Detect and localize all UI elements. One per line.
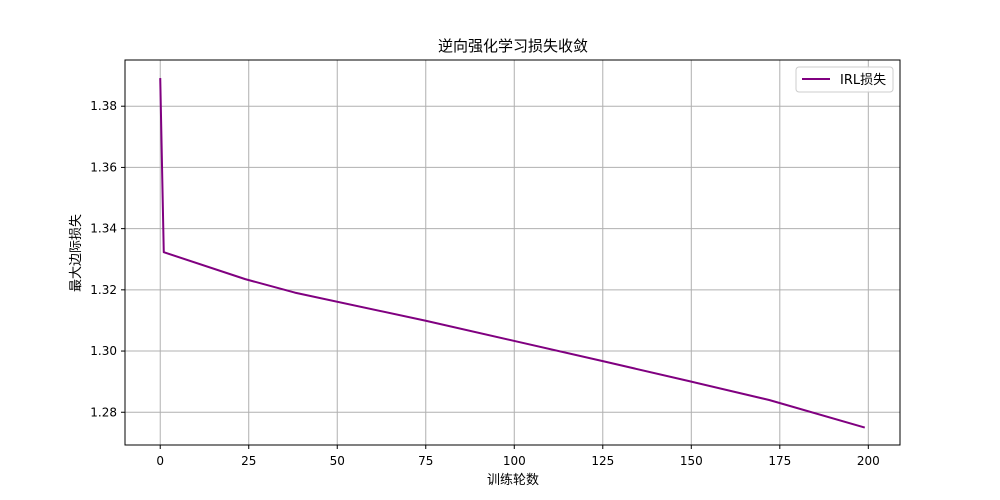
legend-box bbox=[795, 66, 894, 93]
x-axis-label: 训练轮数 bbox=[487, 473, 539, 488]
y-axis-label: 最大边际损失 bbox=[69, 214, 84, 292]
legend-label: IRL损失 bbox=[840, 73, 886, 88]
series-line bbox=[159, 78, 866, 429]
y-axis: 1.28 1.30 1.32 1.34 1.36 1.38 bbox=[90, 99, 125, 419]
x-tick-label: 0 bbox=[156, 454, 164, 468]
grid bbox=[125, 60, 900, 445]
x-tick-label: 175 bbox=[768, 454, 791, 468]
x-tick-label: 100 bbox=[503, 454, 526, 468]
y-tick-label: 1.32 bbox=[90, 283, 117, 297]
x-axis: 0 25 50 75 100 125 150 175 200 bbox=[156, 445, 880, 468]
x-tick-label: 125 bbox=[591, 454, 614, 468]
x-tick-label: 200 bbox=[857, 454, 880, 468]
x-tick-label: 150 bbox=[680, 454, 703, 468]
x-tick-label: 50 bbox=[330, 454, 345, 468]
chart-title: 逆向强化学习损失收敛 bbox=[438, 37, 588, 55]
y-tick-label: 1.38 bbox=[90, 99, 117, 113]
legend: IRL损失 bbox=[795, 66, 894, 93]
y-tick-label: 1.30 bbox=[90, 344, 117, 358]
y-tick-label: 1.34 bbox=[90, 222, 117, 236]
series-layer bbox=[159, 78, 866, 429]
x-tick-label: 75 bbox=[418, 454, 433, 468]
y-tick-label: 1.28 bbox=[90, 405, 117, 419]
y-tick-label: 1.36 bbox=[90, 160, 117, 174]
x-tick-label: 25 bbox=[241, 454, 256, 468]
plot-frame bbox=[124, 59, 901, 446]
